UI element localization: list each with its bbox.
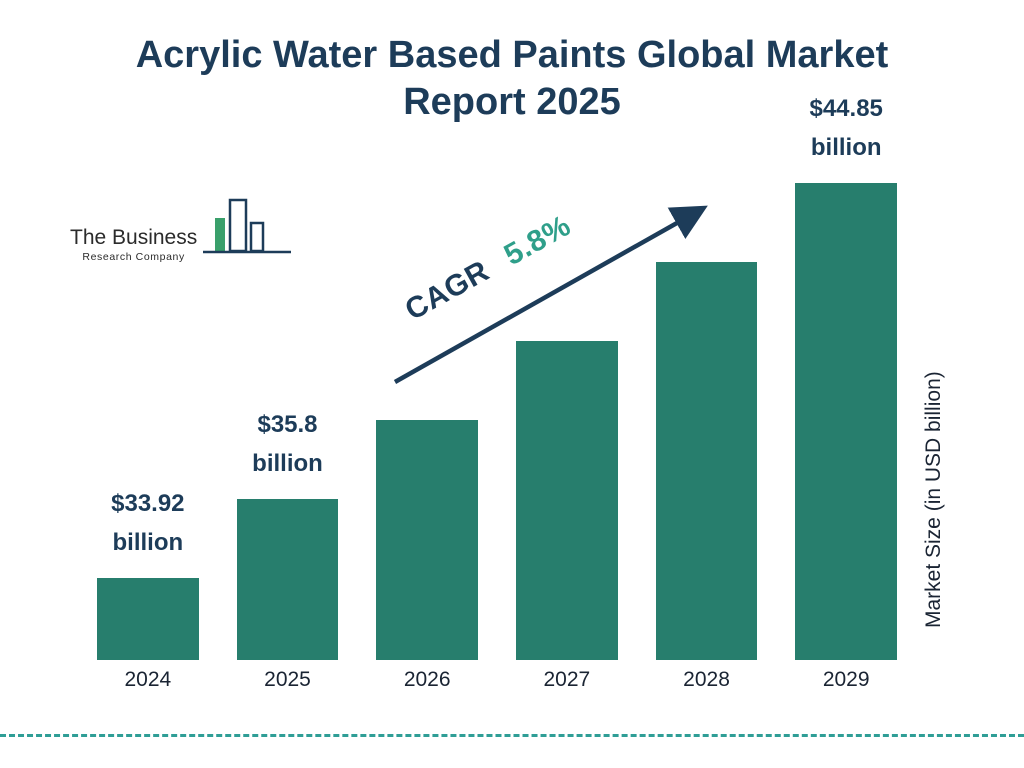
bars-row: $33.92 billion $35.8 billion $44.85 billion: [97, 90, 898, 660]
page-title-line2: Report 2025: [403, 81, 621, 124]
bar-year-label: 2027: [543, 668, 591, 691]
bar-year-label: 2028: [683, 668, 730, 691]
bar: [376, 420, 479, 660]
y-axis-label: Market Size (in USD billion): [922, 371, 945, 629]
bar-group: [376, 420, 479, 660]
company-logo: The Business Research Company: [70, 196, 293, 263]
bar-year-label: 2029: [822, 668, 870, 691]
bar-value-unit: billion: [112, 528, 184, 556]
page-title-line1: Acrylic Water Based Paints Global Market: [135, 34, 889, 76]
bar-value-unit: billion: [810, 133, 882, 161]
bar-group: $33.92 billion: [97, 485, 199, 660]
bar-value-label: $35.8 billion: [252, 406, 323, 483]
bar-value-label: $33.92 billion: [111, 485, 184, 562]
bar-value-label: $44.85 billion: [809, 90, 882, 167]
bar-chart-logo-icon: [203, 196, 293, 263]
bar: [655, 262, 758, 660]
bar: [795, 183, 898, 660]
bar-value-amount: $33.92: [111, 490, 185, 518]
bar-group: $44.85 billion: [795, 90, 898, 660]
bar-value-amount: $35.8: [257, 411, 318, 439]
logo-name: The Business: [70, 226, 198, 249]
bar-year-label: 2025: [264, 668, 311, 691]
bar: [516, 341, 618, 660]
bar-group: [655, 262, 758, 660]
company-logo-text: The Business Research Company: [70, 226, 197, 263]
bar-year-label: 2026: [403, 668, 451, 691]
bar-group: [516, 341, 618, 660]
years-row: 2024 2025 2026 2027 2028 2029: [97, 668, 897, 692]
bar-value-unit: billion: [252, 449, 323, 477]
bar-year-label: 2024: [124, 668, 172, 691]
logo-subtitle: Research Company: [82, 251, 185, 263]
bottom-dashed-divider: [0, 734, 1024, 737]
page-title: Acrylic Water Based Paints Global Market…: [0, 32, 1024, 126]
bar-value-amount: $44.85: [809, 95, 883, 123]
bar: [97, 578, 199, 660]
bar-group: $35.8 billion: [236, 406, 339, 660]
bar: [236, 499, 339, 660]
